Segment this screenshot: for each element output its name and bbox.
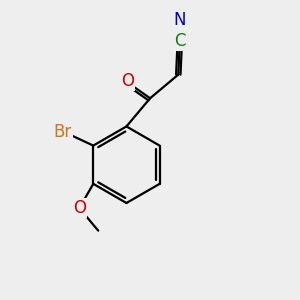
Text: C: C xyxy=(174,32,185,50)
Text: O: O xyxy=(73,199,86,217)
Text: O: O xyxy=(121,72,134,90)
Text: Br: Br xyxy=(53,123,72,141)
Text: N: N xyxy=(173,11,186,29)
